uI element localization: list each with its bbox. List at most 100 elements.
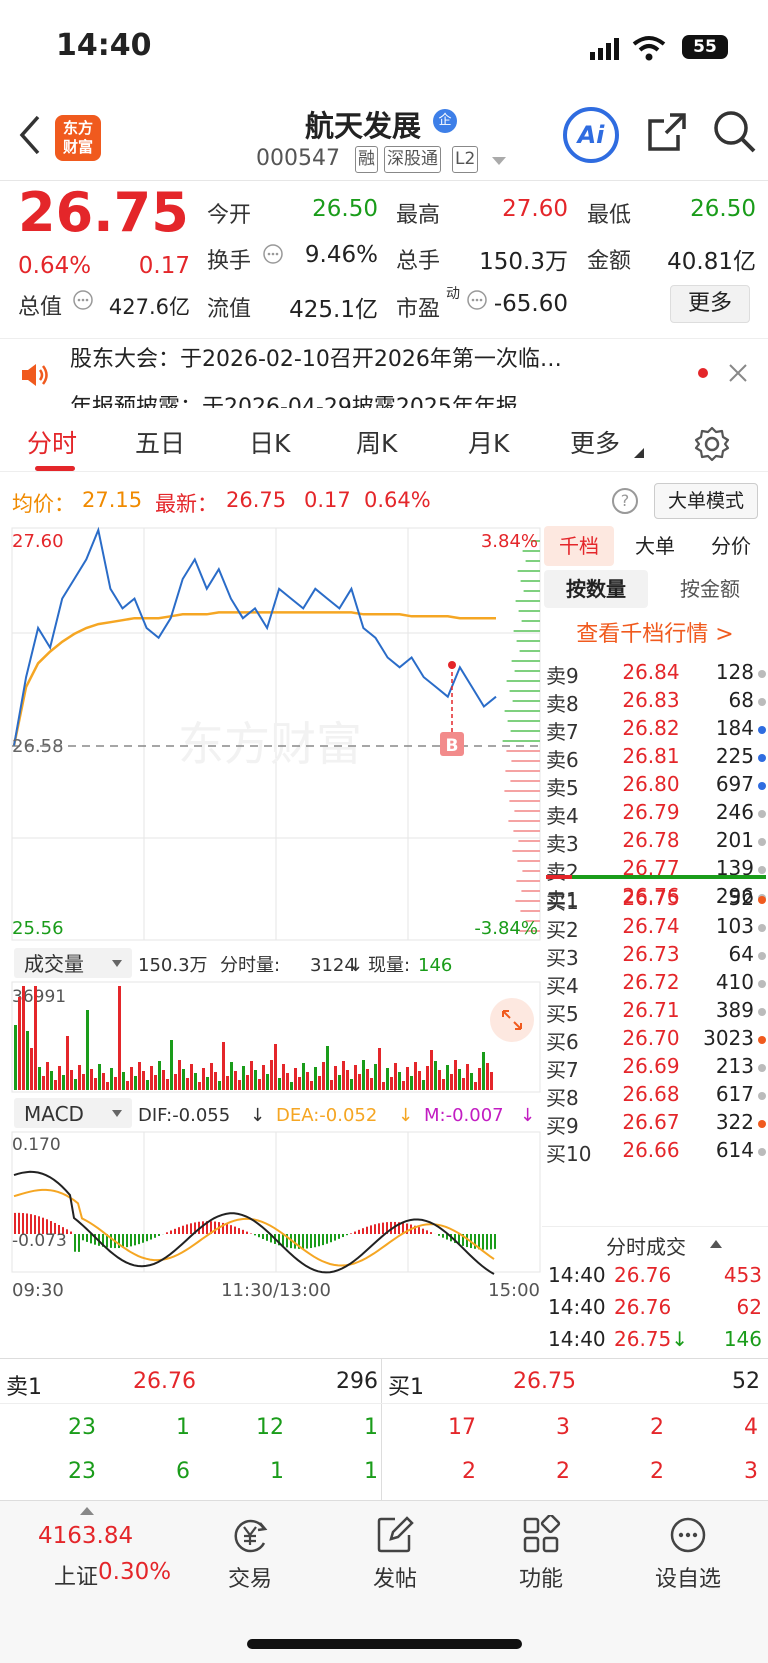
nav-trade[interactable]: 交易 — [195, 1515, 305, 1593]
view-all-levels-link[interactable]: 查看千档行情 > — [576, 622, 734, 647]
volume-bar — [186, 1078, 189, 1090]
dea-arrow: ↓ — [398, 1105, 413, 1126]
macd-bar — [238, 1228, 240, 1234]
buy-marker-box[interactable] — [440, 732, 464, 756]
order-book-row[interactable]: 卖8 26.83 68 — [542, 688, 768, 717]
volume-bar — [74, 1079, 77, 1090]
order-book-row[interactable]: 卖7 26.82 184 — [542, 716, 768, 745]
queue-order-size: 3 — [556, 1415, 570, 1440]
macd-bar — [130, 1234, 132, 1247]
latest-change-pct: 0.64% — [364, 488, 431, 512]
time-and-sales[interactable]: 分时成交 14:40 26.76 453 14:40 26.76 62 14:40 26.75… — [542, 1226, 768, 1358]
nav-functions[interactable]: 功能 — [486, 1515, 596, 1593]
depth-bar — [514, 810, 540, 812]
order-book-row[interactable]: 买4 26.72 410 — [542, 970, 768, 999]
order-book-row[interactable]: 买8 26.68 617 — [542, 1082, 768, 1111]
tab-five-day[interactable]: 五日 — [135, 429, 186, 458]
tab-price-distribution[interactable]: 分价 — [711, 534, 751, 558]
info-dots-icon[interactable] — [262, 243, 284, 265]
order-book-row[interactable]: 卖5 26.80 697 — [542, 772, 768, 801]
strip-ask-price: 26.76 — [133, 1369, 196, 1394]
volume-bar — [302, 1063, 305, 1090]
help-icon[interactable]: ? — [612, 488, 638, 514]
time-end: 15:00 — [488, 1280, 540, 1301]
nav-post[interactable]: 发帖 — [340, 1515, 450, 1593]
index-value[interactable]: 4163.84 — [38, 1523, 134, 1549]
tab-daily-k[interactable]: 日K — [249, 429, 291, 458]
macd-bar — [382, 1222, 384, 1234]
macd-bar — [370, 1225, 372, 1234]
volume-bar — [278, 1078, 281, 1090]
big-order-mode-button[interactable]: 大单模式 — [654, 483, 758, 519]
level-indicator-dot — [758, 980, 766, 988]
wifi-icon — [632, 36, 666, 61]
tab-more[interactable]: 更多 — [570, 429, 621, 458]
volume-bar — [474, 1082, 477, 1090]
order-book-row[interactable]: 买6 26.70 3023 — [542, 1026, 768, 1055]
order-book-row[interactable]: 买5 26.71 389 — [542, 998, 768, 1027]
index-expand-caret-icon[interactable] — [80, 1507, 94, 1515]
chart-watermark: 东方财富 — [178, 718, 362, 770]
info-dots-icon[interactable] — [72, 289, 94, 311]
tab-intraday[interactable]: 分时 — [27, 429, 78, 458]
volume-bar — [382, 1082, 385, 1090]
dropdown-caret-icon[interactable] — [492, 157, 506, 167]
order-book-row[interactable]: 卖1 26.76 296 — [542, 884, 768, 913]
macd-selector[interactable] — [14, 1098, 132, 1128]
ai-button[interactable]: Ai — [563, 107, 619, 163]
level-qty: 614 — [715, 1138, 754, 1162]
macd-bar — [22, 1213, 24, 1234]
volume-bar — [258, 1079, 261, 1090]
search-icon[interactable] — [712, 109, 756, 155]
index-change[interactable]: 0.30% — [98, 1559, 172, 1585]
tab-monthly-k[interactable]: 月K — [468, 429, 510, 458]
macd-bar — [74, 1234, 76, 1252]
index-name[interactable]: 上证 — [54, 1565, 99, 1590]
notice-ticker[interactable]: 股东大会：于2026-02-10召开2026年第一次临… 年报预披露：于2026… — [0, 339, 768, 408]
order-book-row[interactable]: 卖3 26.78 201 — [542, 828, 768, 857]
macd-bar — [390, 1221, 392, 1234]
intraday-chart[interactable]: 东方财富 B 27.60 3.84% 26.58 25.56 -3.84% 成交… — [0, 520, 542, 1360]
nav-set-watchlist[interactable]: 设自选 — [633, 1515, 743, 1593]
notice-item[interactable]: 股东大会：于2026-02-10召开2026年第一次临… — [70, 347, 562, 372]
order-book-row[interactable]: 卖9 26.84 128 — [542, 660, 768, 689]
tab-big-orders[interactable]: 大单 — [635, 534, 675, 558]
order-book-row[interactable]: 买9 26.67 322 — [542, 1110, 768, 1139]
order-book-row[interactable]: 买1 26.75 52 — [542, 886, 768, 915]
order-book-row[interactable]: 买10 26.66 614 — [542, 1138, 768, 1167]
settings-gear-icon[interactable] — [694, 426, 730, 462]
tab-weekly-k[interactable]: 周K — [356, 429, 398, 458]
order-book-row[interactable]: 卖4 26.79 246 — [542, 800, 768, 829]
expand-button[interactable] — [490, 998, 534, 1042]
order-book-row[interactable]: 卖2 26.77 139 — [542, 856, 768, 885]
back-arrow-icon[interactable] — [18, 115, 42, 155]
order-book-row[interactable]: 买3 26.73 64 — [542, 942, 768, 971]
home-indicator — [247, 1639, 522, 1649]
order-book-row[interactable]: 卖6 26.81 225 — [542, 744, 768, 773]
volume-selector[interactable] — [14, 948, 132, 978]
strip-bid-label: 买1 — [388, 1375, 424, 1400]
volume-bar — [66, 1036, 69, 1090]
order-book-row[interactable]: 买2 26.74 103 — [542, 914, 768, 943]
strip-ask-label: 卖1 — [6, 1375, 42, 1400]
share-icon[interactable] — [646, 111, 688, 153]
tab-thousand-levels[interactable]: 千档 — [544, 526, 614, 566]
tick-row: 14:40 26.76 62 — [548, 1295, 762, 1325]
volume-bar — [202, 1068, 205, 1090]
volume-bar — [50, 1071, 53, 1090]
tick-row: 14:40 26.76 453 — [548, 1263, 762, 1293]
more-button[interactable]: 更多 — [670, 285, 750, 323]
order-book-row[interactable]: 买7 26.69 213 — [542, 1054, 768, 1083]
info-dots-icon[interactable] — [466, 289, 488, 311]
volume-bar — [326, 1046, 329, 1090]
tab-by-amount[interactable]: 按金额 — [680, 577, 740, 601]
latest-label: 最新： — [155, 492, 218, 516]
close-icon[interactable] — [728, 363, 748, 383]
status-bar: 14:40 55 — [0, 0, 768, 95]
macd-bar — [246, 1231, 248, 1234]
depth-bar — [525, 560, 540, 562]
tab-by-quantity[interactable]: 按数量 — [544, 570, 648, 608]
stock-name[interactable]: 航天发展 — [305, 109, 422, 143]
volume-bar — [138, 1062, 141, 1090]
notice-item[interactable]: 年报预披露：于2026-04-29披露2025年年报 — [70, 395, 518, 408]
